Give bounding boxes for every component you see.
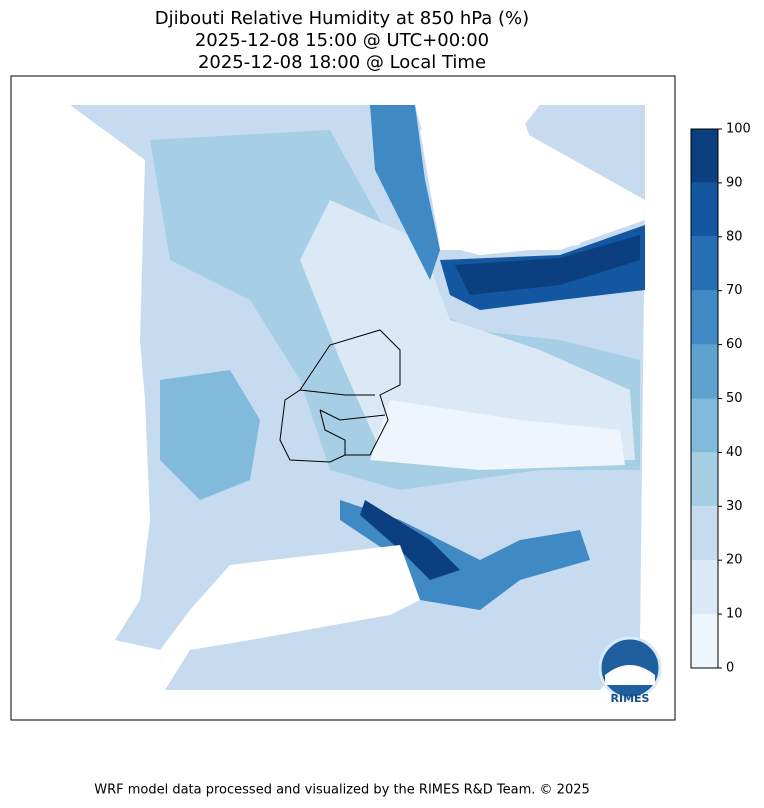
title-line: 2025-12-08 18:00 @ Local Time [198,52,486,73]
country-border [279,329,401,463]
colorbar-tick-label: 10 [726,607,743,622]
colorbar-band [691,129,718,183]
logo-wave [605,665,655,685]
title-line: Djibouti Relative Humidity at 850 hPa (%… [155,8,529,29]
humidity-field [370,400,625,470]
colorbar-tick-label: 60 [726,337,743,352]
colorbar-tick-label: 20 [726,553,743,568]
colorbar-tick-label: 80 [726,229,743,244]
colorbar-band [691,506,718,561]
colorbar-tick-label: 0 [726,661,734,676]
colorbar-band [691,290,718,345]
colorbar-band [691,182,718,237]
colorbar-band [691,344,718,399]
humidity-field [360,500,460,580]
humidity-field [160,370,260,500]
colorbar-tick-label: 70 [726,283,743,298]
colorbar-tick-label: 30 [726,499,743,514]
logo-text: RIMES [611,692,650,705]
colorbar-band [691,398,718,453]
colorbar-tick-label: 100 [726,122,751,137]
masked-area [420,110,580,255]
colorbar-band [691,236,718,291]
colorbar-tick-label: 40 [726,445,743,460]
title-line: 2025-12-08 15:00 @ UTC+00:00 [195,30,489,51]
humidity-field [300,200,635,460]
map: RIMES [10,75,676,721]
footer: WRF model data processed and visualized … [94,783,590,798]
humidity-field [455,235,640,295]
colorbar: 0 10 20 30 40 50 60 70 80 90 100 [690,122,751,676]
colorbar-tick-label: 90 [726,175,743,190]
colorbar-tick-label: 50 [726,391,743,406]
colorbar-band [691,560,718,615]
humidity-field [370,105,440,280]
region-border [299,389,386,455]
logo: RIMES [598,636,662,705]
colorbar-band [691,614,718,668]
colorbar-band [691,452,718,507]
masked-area [160,545,420,690]
